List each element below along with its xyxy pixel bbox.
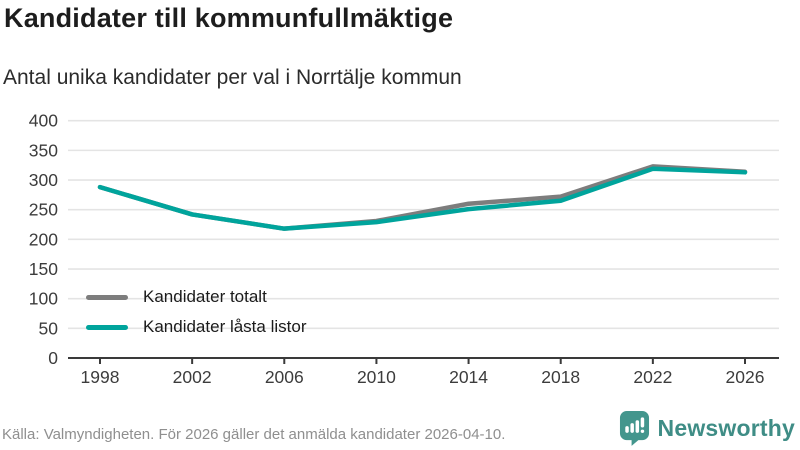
y-axis-label: 50: [39, 318, 59, 338]
y-axis-label: 250: [29, 200, 58, 220]
y-axis-label: 200: [29, 229, 58, 249]
chart-legend: Kandidater totalt Kandidater låsta listo…: [86, 286, 306, 346]
legend-item-totalt: Kandidater totalt: [86, 286, 306, 308]
newsworthy-speech-bubble-bar-chart-icon: [619, 411, 649, 446]
x-axis-label: 2006: [265, 367, 304, 387]
x-axis-label: 2010: [357, 367, 396, 387]
y-axis-label: 350: [29, 140, 58, 160]
source-note: Källa: Valmyndigheten. För 2026 gäller d…: [2, 426, 506, 443]
y-axis-label: 150: [29, 259, 58, 279]
x-axis-label: 2026: [726, 367, 765, 387]
chart-subtitle: Antal unika kandidater per val i Norrtäl…: [3, 66, 462, 89]
x-axis-label: 2014: [449, 367, 488, 387]
brand-name: Newsworthy: [657, 414, 795, 441]
x-axis-label: 1998: [81, 367, 120, 387]
y-axis-label: 0: [48, 348, 58, 368]
x-axis-label: 2002: [173, 367, 212, 387]
y-axis-label: 300: [29, 170, 58, 190]
legend-swatch-gray-line: [86, 294, 128, 300]
y-axis-label: 400: [29, 111, 58, 131]
series-line-lasta-listor: [97, 166, 748, 231]
y-axis-label: 100: [29, 289, 58, 309]
x-axis-label: 2022: [633, 367, 672, 387]
x-axis-label: 2018: [541, 367, 580, 387]
legend-swatch-teal-line: [86, 324, 128, 330]
chart-title: Kandidater till kommunfullmäktige: [4, 3, 454, 33]
legend-item-lasta-listor: Kandidater låsta listor: [86, 316, 306, 338]
legend-label: Kandidater låsta listor: [143, 317, 307, 336]
brand-logo: Newsworthy: [619, 410, 795, 446]
legend-label: Kandidater totalt: [143, 287, 267, 306]
series-line-totalt: [97, 164, 748, 231]
